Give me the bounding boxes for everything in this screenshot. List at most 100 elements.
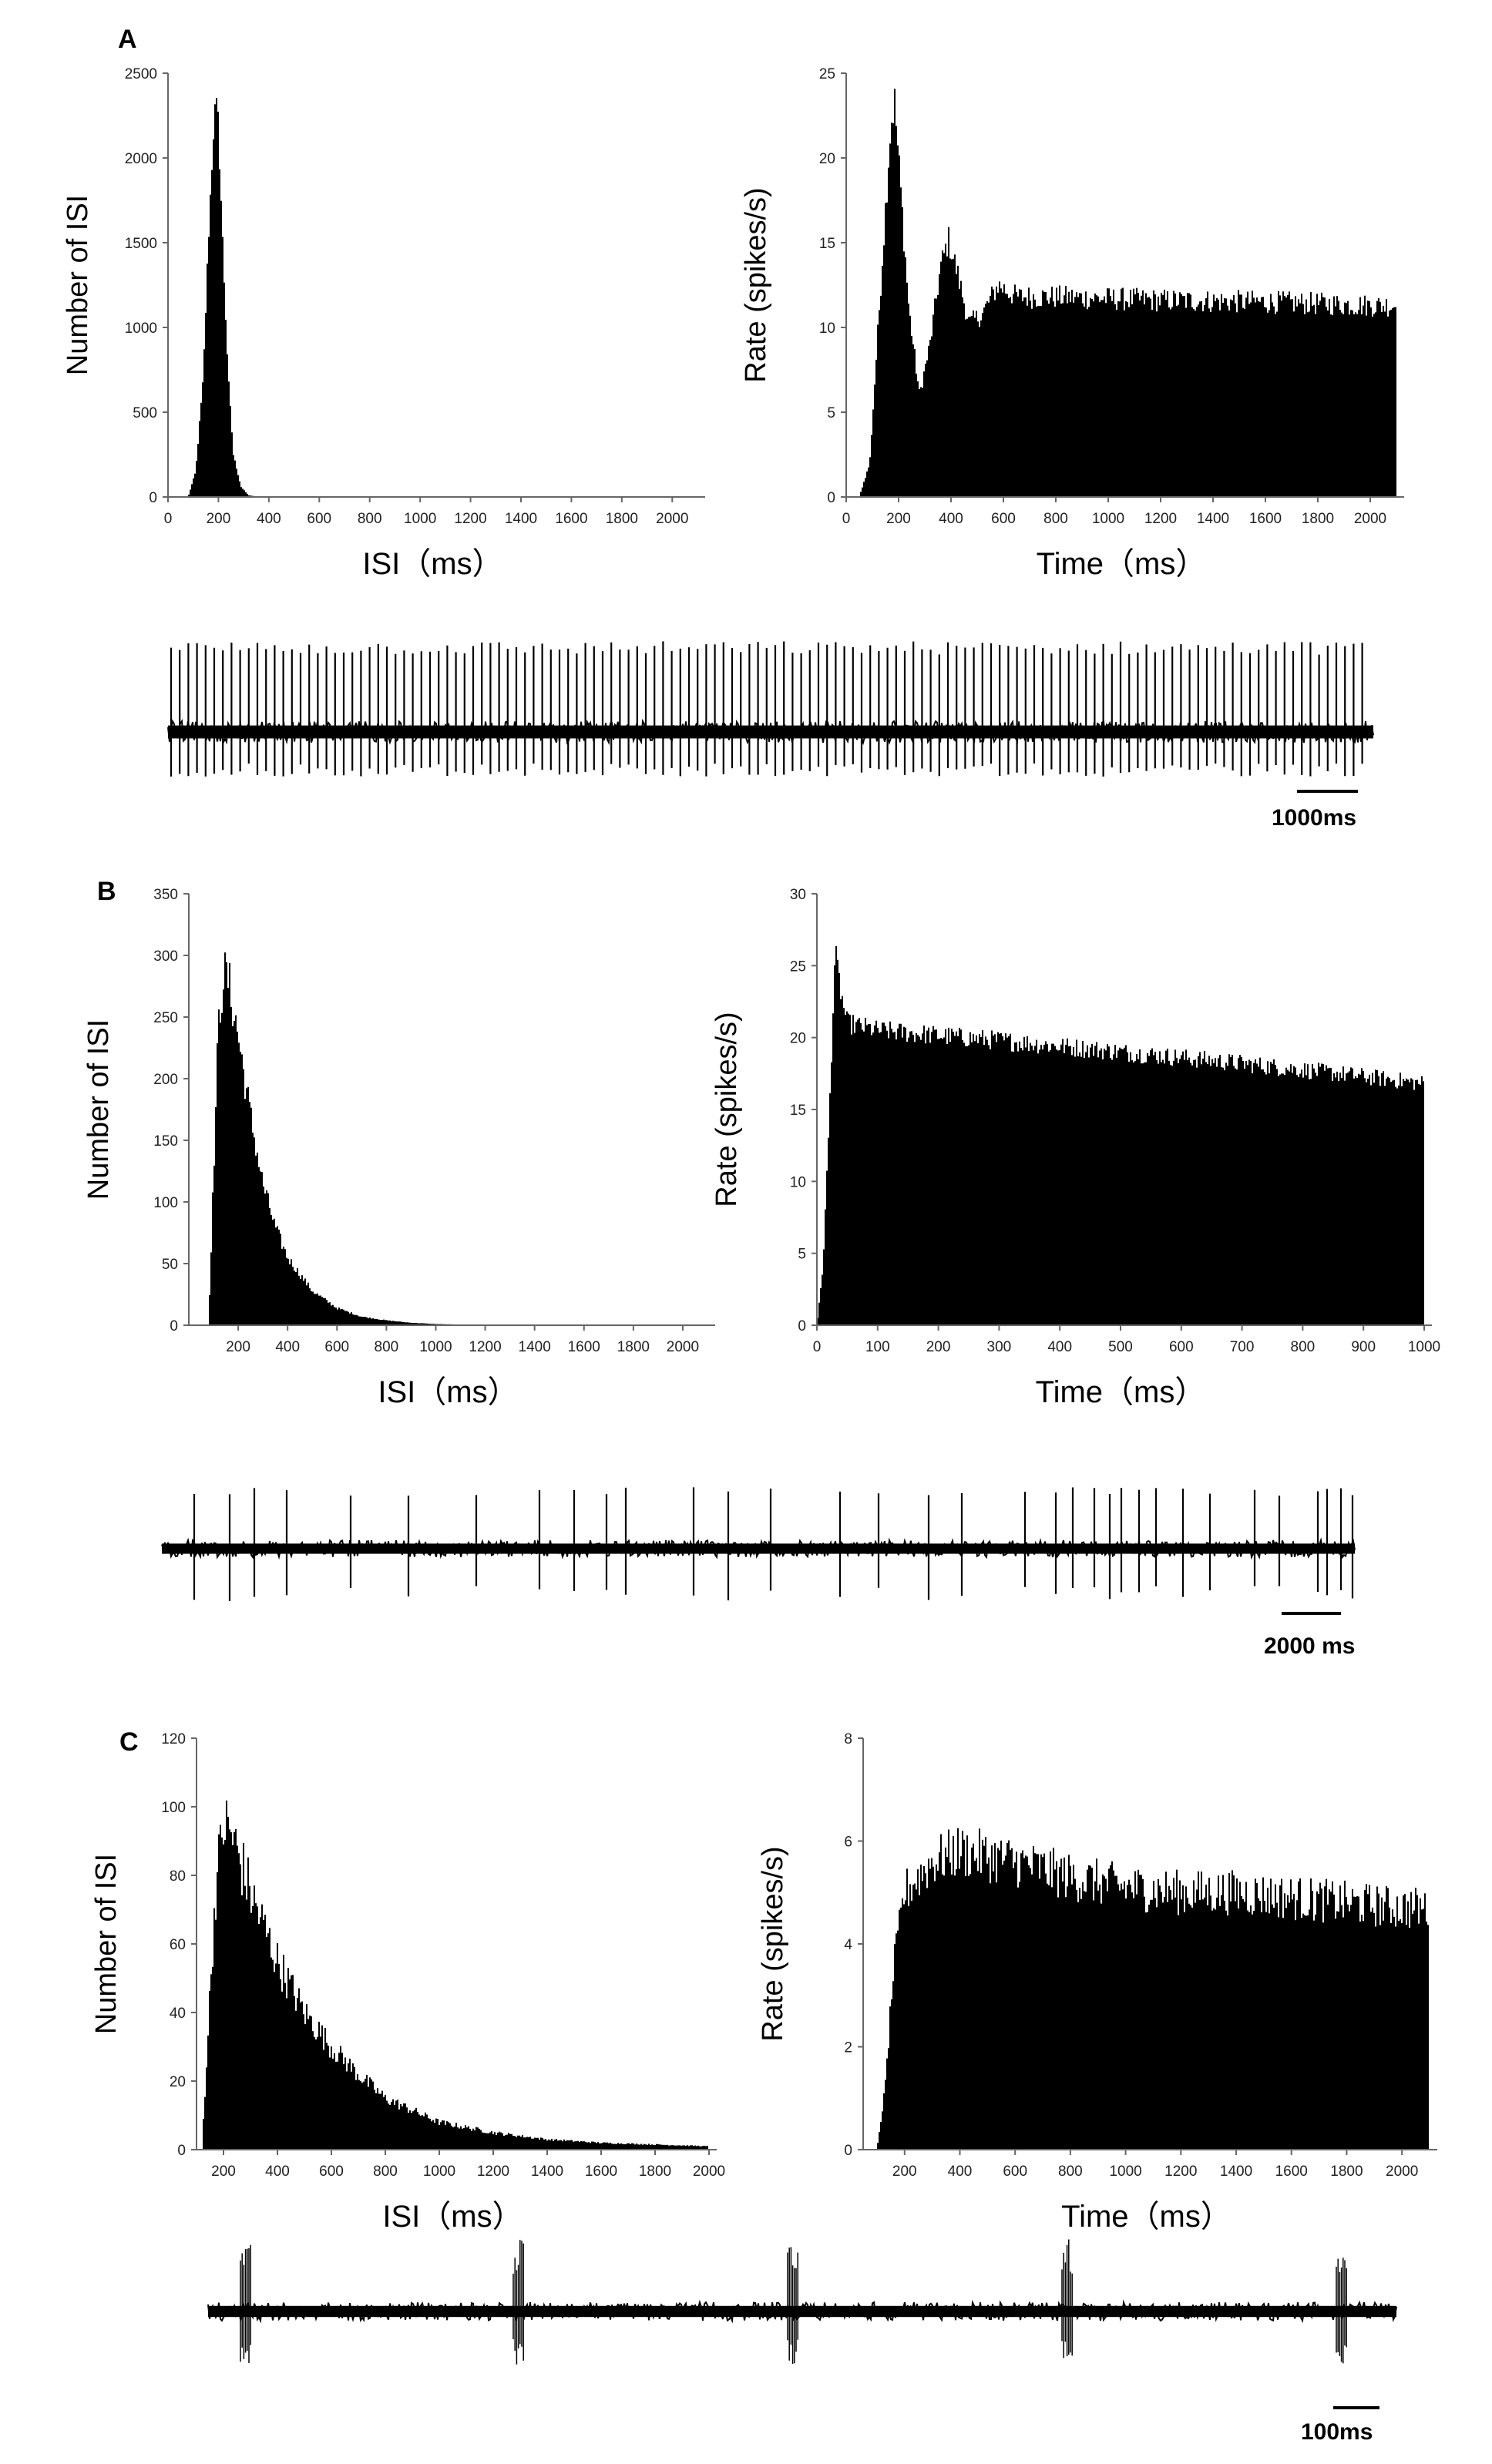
A-rate-bar [1338, 300, 1339, 497]
A-rate-bar [988, 302, 990, 497]
scale-bar-label-c: 100ms [1301, 2419, 1373, 2445]
C-isi-bar [329, 2057, 331, 2150]
B-rate-bar [1031, 1046, 1033, 1325]
C-rate-bar [1375, 1926, 1376, 2150]
B-rate-bar [849, 1015, 851, 1325]
B-isi-bar [238, 1042, 240, 1325]
A-rate-bar [906, 282, 908, 497]
C-rate-bar [1070, 1865, 1071, 2150]
B-rate-bar [1174, 1049, 1176, 1325]
A-rate-bar [1298, 299, 1299, 497]
B-rate-bar [848, 1013, 849, 1325]
A-rate-bar [1273, 306, 1275, 497]
A-rate-bar [1173, 290, 1174, 497]
A-rate-bar [1116, 310, 1117, 497]
B-rate-bar [863, 1031, 865, 1325]
C-rate-bar [1151, 1899, 1153, 2150]
B-rate-bar [1329, 1067, 1330, 1325]
A-isi-bar [227, 354, 228, 497]
C-isi-bar [328, 2046, 329, 2150]
B-rate-bar [1080, 1056, 1082, 1325]
A-rate-bar [1108, 288, 1110, 497]
B-rate-bar [1342, 1066, 1344, 1325]
C-isi-bar [701, 2146, 702, 2150]
C-isi-bar [224, 1839, 226, 2150]
B-rate-bar [1051, 1043, 1053, 1325]
C-rate-bar [1272, 1904, 1273, 2150]
A-rate-bar [1105, 303, 1107, 497]
B-rate-bar [1225, 1062, 1227, 1325]
A-rate-bar [1236, 312, 1238, 497]
B-rate-bar [1410, 1078, 1412, 1325]
B-isi-bar [417, 1323, 418, 1325]
C-rate-bar [1008, 1840, 1010, 2150]
A-rate-bar [1137, 293, 1139, 497]
A-rate-bar [1332, 315, 1333, 497]
B-rate-bar [1284, 1075, 1285, 1325]
C-rate-bar [1162, 1902, 1164, 2150]
B-rate-bar [1381, 1073, 1383, 1325]
C-rate-bar [1261, 1912, 1262, 2150]
A-rate-bar [1178, 304, 1179, 497]
C-isi-bar [466, 2127, 468, 2150]
B-rate-bar [1285, 1067, 1287, 1325]
B-rate-bar [1027, 1036, 1028, 1325]
A-rate-bar [1011, 303, 1013, 497]
C-rate-bar [1102, 1874, 1104, 2150]
B-rate-bar [1279, 1074, 1281, 1325]
B-rate-bar [1168, 1060, 1170, 1325]
C-rate-bar [942, 1874, 943, 2150]
A-rate-bar [1150, 298, 1151, 497]
C-isi-bar [480, 2130, 482, 2150]
A-rate-bar [1043, 291, 1045, 497]
C-isi-bar [579, 2141, 580, 2150]
C-rate-x-tick-label: 1600 [1275, 2164, 1308, 2180]
A-isi-x-tick-label: 1800 [606, 511, 638, 527]
C-isi-bar [534, 2137, 536, 2150]
C-isi-bar [271, 1957, 272, 2150]
C-rate-bar [1359, 1921, 1361, 2150]
B-rate-bar [1315, 1073, 1316, 1325]
B-rate-bar [1128, 1061, 1130, 1325]
C-rate-bar [1339, 1885, 1341, 2150]
B-rate-bar [1010, 1033, 1011, 1325]
A-rate-bar [934, 298, 936, 497]
A-rate-bar [1344, 302, 1346, 497]
A-rate-bar [960, 280, 962, 497]
A-rate-bar [1094, 293, 1096, 497]
A-rate-bar [1124, 310, 1125, 497]
B-isi-y-tick-label: 150 [153, 1133, 178, 1150]
B-rate-bar [1185, 1049, 1187, 1325]
A-rate-bar [1059, 285, 1060, 497]
C-isi-bar [594, 2142, 596, 2150]
B-rate-bar [866, 1025, 868, 1325]
A-rate-bar [1373, 314, 1375, 497]
C-rate-bar [1110, 1865, 1111, 2150]
A-rate-bar [1028, 287, 1030, 497]
C-isi-bar [274, 1972, 275, 2150]
B-isi-bar [312, 1291, 314, 1325]
A-rate-bar [883, 245, 885, 497]
B-rate-bar [1151, 1048, 1153, 1325]
B-rate-bar [1137, 1059, 1139, 1325]
B-rate-bar [1333, 1073, 1335, 1325]
A-isi-bar [202, 382, 203, 497]
B-rate-bar [1252, 1073, 1253, 1325]
A-rate-bar [999, 281, 1000, 497]
B-isi-y-tick-label: 250 [153, 1010, 178, 1026]
C-isi-bar [608, 2143, 610, 2150]
A-isi-x-tick-label: 1200 [454, 511, 486, 527]
C-rate-bar [1207, 1905, 1208, 2150]
A-rate-bar [1242, 307, 1244, 497]
C-isi-bar [619, 2143, 620, 2150]
C-isi-bar [525, 2137, 526, 2150]
C-rate-x-tick-label: 200 [892, 2164, 917, 2180]
A-rate-bar [862, 487, 863, 497]
C-rate-bar [1094, 1881, 1096, 2150]
B-rate-bar [906, 1042, 908, 1325]
C-rate-bar [1244, 1902, 1245, 2150]
A-isi-bar [190, 489, 191, 497]
A-rate-bar [1215, 300, 1216, 497]
C-rate-bar [1389, 1907, 1390, 2150]
C-rate-bar [1156, 1907, 1158, 2150]
